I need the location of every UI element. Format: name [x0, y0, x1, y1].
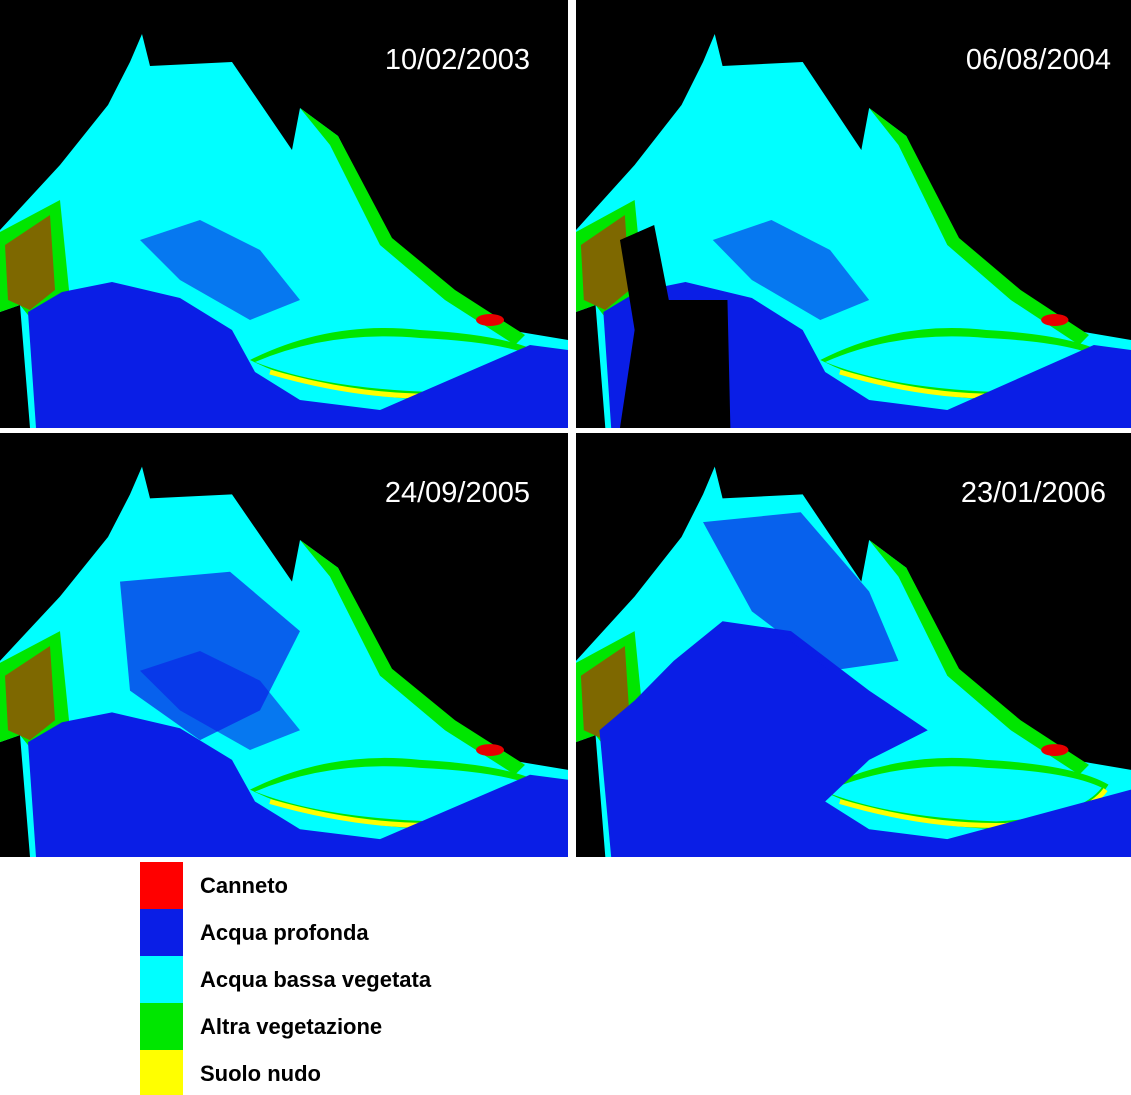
legend-label: Suolo nudo [200, 1050, 321, 1095]
legend-swatch [140, 862, 183, 909]
figure: 10/02/2003 06/08/2004 24/09/2005 23/01/2… [0, 0, 1131, 1095]
date-label: 06/08/2004 [966, 44, 1111, 77]
date-label: 24/09/2005 [385, 477, 530, 510]
legend-label: Acqua bassa vegetata [200, 956, 431, 1003]
legend-swatch [140, 1003, 183, 1050]
map-panel: 23/01/2006 [576, 433, 1131, 857]
legend-swatch [140, 956, 183, 1003]
map-panel: 10/02/2003 [0, 0, 568, 428]
legend-label: Canneto [200, 862, 288, 909]
legend-label: Altra vegetazione [200, 1003, 382, 1050]
legend-swatch [140, 1050, 183, 1095]
legend-swatch [140, 909, 183, 956]
date-label: 23/01/2006 [961, 477, 1106, 510]
map-panel: 06/08/2004 [576, 0, 1131, 428]
map-panel: 24/09/2005 [0, 433, 568, 857]
date-label: 10/02/2003 [385, 44, 530, 77]
legend-label: Acqua profonda [200, 909, 369, 956]
